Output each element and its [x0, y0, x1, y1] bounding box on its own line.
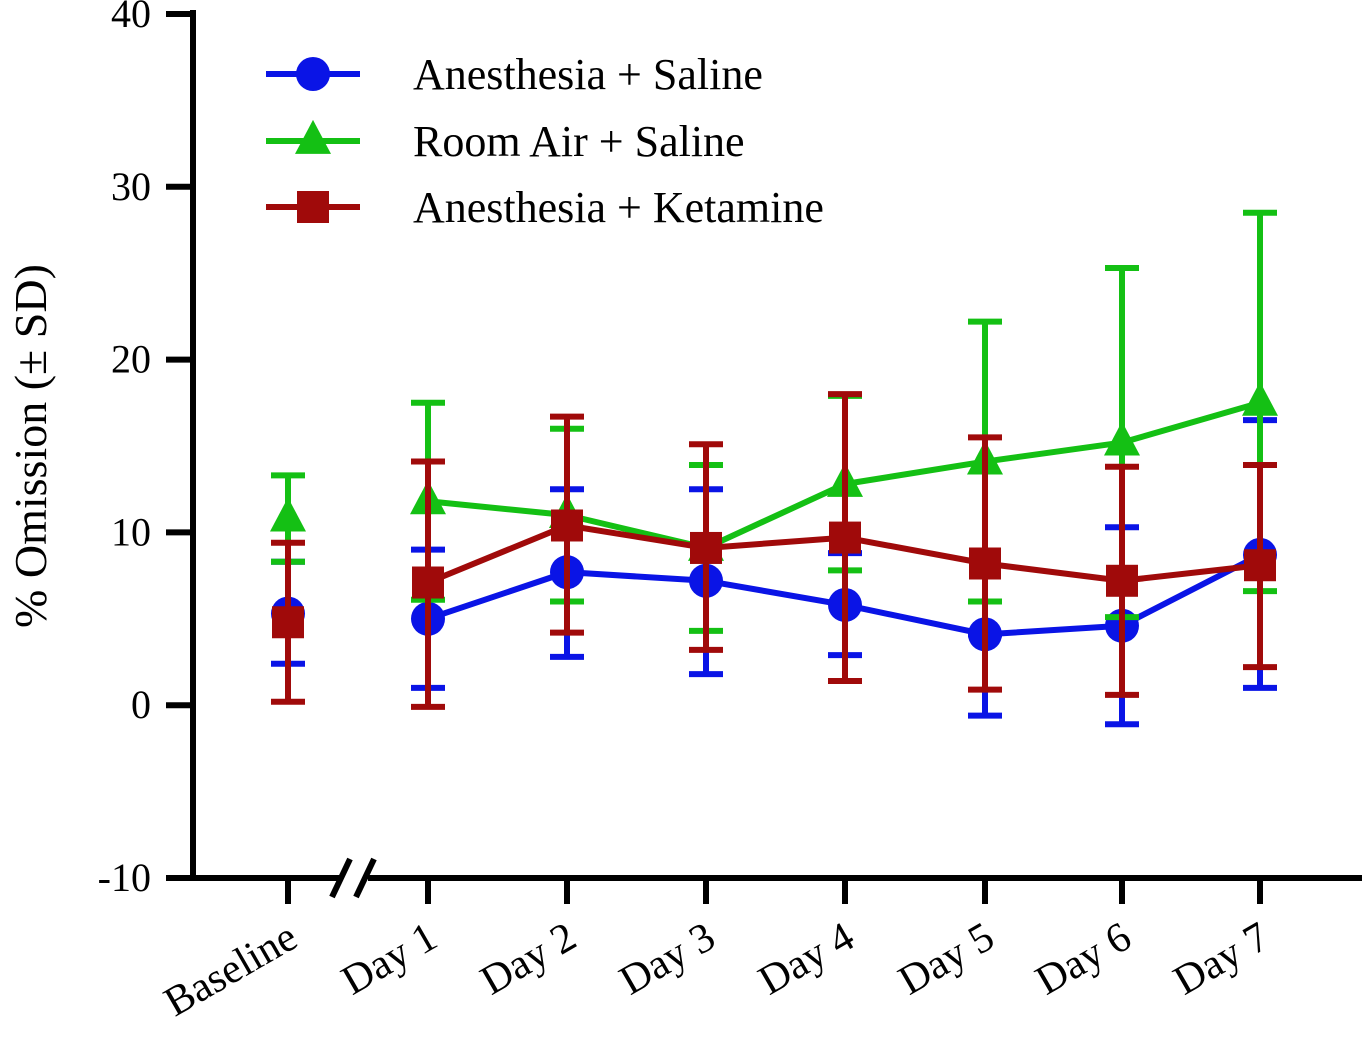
- y-tick-label: 30: [111, 164, 151, 209]
- x-tick-label: Baseline: [157, 914, 305, 1026]
- y-tick-label: 10: [111, 509, 151, 554]
- y-tick-label: -10: [98, 855, 151, 900]
- data-point: [412, 566, 444, 599]
- x-tick-label: Day 2: [473, 914, 584, 1005]
- x-tick-label: Day 5: [891, 914, 1002, 1005]
- legend: Anesthesia + Saline Room Air + Saline Anes…: [266, 50, 824, 232]
- legend-label: Anesthesia + Ketamine: [413, 183, 824, 232]
- data-point: [969, 547, 1001, 580]
- data-point: [1104, 421, 1140, 456]
- y-axis-title: % Omission (± SD): [5, 264, 56, 628]
- x-tick-label: Day 1: [334, 914, 445, 1005]
- data-point: [1242, 381, 1278, 416]
- legend-marker: [295, 119, 331, 154]
- data-point: [1244, 549, 1276, 582]
- x-tick-label: Day 3: [612, 914, 723, 1005]
- legend-entry: Room Air + Saline: [266, 117, 745, 166]
- x-tick-label: Day 6: [1028, 914, 1139, 1005]
- legend-entry: Anesthesia + Ketamine: [266, 183, 824, 232]
- legend-entry: Anesthesia + Saline: [266, 50, 763, 99]
- legend-label: Room Air + Saline: [413, 117, 745, 166]
- axis-break-mark: [329, 857, 353, 899]
- data-point: [270, 497, 306, 532]
- data-point: [272, 606, 304, 639]
- legend-marker: [296, 57, 330, 91]
- legend-label: Anesthesia + Saline: [413, 50, 763, 99]
- data-point: [1106, 564, 1138, 597]
- series-layer: [270, 209, 1278, 728]
- data-point: [690, 531, 722, 564]
- series-anesthesia-ketamine: [271, 391, 1277, 710]
- x-tick-label: Day 7: [1166, 914, 1277, 1005]
- legend-marker: [297, 191, 329, 223]
- series-room-air-saline: [270, 209, 1278, 634]
- axis-break-mark: [353, 857, 377, 899]
- data-point: [551, 509, 583, 542]
- y-tick-label: 40: [111, 0, 151, 36]
- x-tick-label: Day 4: [751, 914, 862, 1005]
- data-point: [829, 521, 861, 554]
- y-tick-label: 0: [131, 682, 151, 727]
- y-tick-label: 20: [111, 337, 151, 382]
